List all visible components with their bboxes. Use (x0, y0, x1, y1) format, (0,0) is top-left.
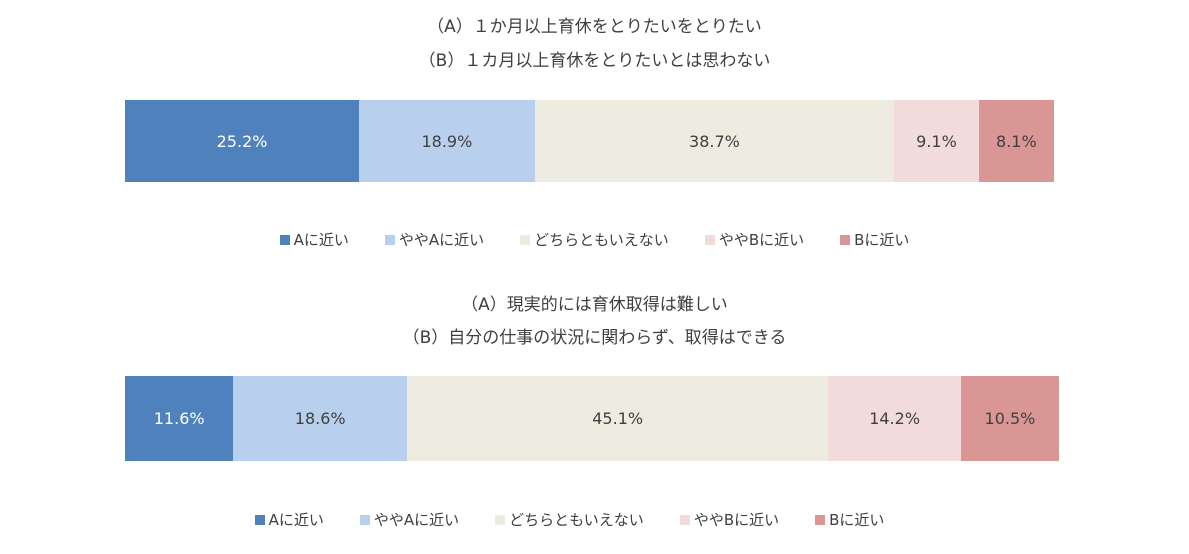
legend-item-slightly-b: ややBに近い (679, 509, 780, 530)
legend-item-slightly-b: ややBに近い (704, 229, 805, 250)
legend-item-slightly-a: ややAに近い (384, 229, 485, 250)
bar-segment-neither: 38.7% (534, 100, 895, 182)
chart1-legend: Aに近い ややAに近い どちらともいえない ややBに近い Bに近い (0, 229, 1189, 250)
bar-segment-b-near: 8.1% (978, 100, 1054, 182)
legend-swatch (840, 234, 851, 245)
legend-label: ややAに近い (373, 511, 460, 529)
data-label: 8.1% (996, 131, 1037, 151)
legend-item-neither: どちらともいえない (520, 229, 669, 250)
chart1-stacked-bar: 25.2% 18.9% 38.7% 9.1% 8.1% (125, 100, 1054, 182)
data-label: 18.6% (294, 409, 346, 428)
legend-item-slightly-a: ややAに近い (359, 509, 460, 530)
legend-swatch (815, 514, 826, 525)
data-label: 14.2% (869, 409, 921, 428)
chart2-title-line1: （A）現実的には育休取得は難しい (461, 295, 728, 315)
legend-label: どちらともいえない (509, 511, 644, 529)
legend-label: Bに近い (829, 511, 885, 529)
legend-swatch (520, 234, 531, 245)
legend-swatch (359, 514, 370, 525)
data-label: 10.5% (984, 409, 1036, 428)
bar-segment-slightly-a: 18.6% (233, 376, 408, 461)
chart1-title-line1: （A）１か月以上育休をとりたいをとりたい (427, 17, 762, 37)
legend-swatch (495, 514, 506, 525)
bar-segment-slightly-b: 14.2% (828, 376, 961, 461)
chart1-title-line2: （B）１カ月以上育休をとりたいとは思わない (418, 51, 771, 71)
legend-item-b-near: Bに近い (840, 229, 909, 250)
legend-label: Aに近い (268, 511, 324, 529)
legend-swatch (679, 514, 690, 525)
bar-segment-b-near: 10.5% (960, 376, 1059, 461)
legend-item-neither: どちらともいえない (495, 509, 644, 530)
chart2-title-line2: （B）自分の仕事の状況に関わらず、取得はできる (402, 328, 787, 348)
legend-swatch (279, 234, 290, 245)
data-label: 18.9% (421, 131, 473, 151)
data-label: 25.2% (216, 131, 268, 151)
chart2-stacked-bar: 11.6% 18.6% 45.1% 14.2% 10.5% (125, 376, 1059, 461)
legend-label: どちらともいえない (534, 231, 669, 249)
data-label: 45.1% (592, 409, 644, 428)
bar-segment-a-near: 25.2% (125, 100, 360, 182)
legend-item-a-near: Aに近い (279, 229, 349, 250)
bar-segment-a-near: 11.6% (125, 376, 234, 461)
legend-item-a-near: Aに近い (254, 509, 324, 530)
bar-segment-slightly-b: 9.1% (894, 100, 979, 182)
bar-segment-neither: 45.1% (407, 376, 829, 461)
legend-swatch (384, 234, 395, 245)
chart2-legend: Aに近い ややAに近い どちらともいえない ややBに近い Bに近い (0, 509, 1164, 530)
legend-label: Aに近い (293, 231, 349, 249)
legend-item-b-near: Bに近い (815, 509, 884, 530)
legend-swatch (704, 234, 715, 245)
legend-swatch (254, 514, 265, 525)
data-label: 38.7% (689, 131, 740, 151)
data-label: 11.6% (153, 409, 205, 428)
data-label: 9.1% (916, 131, 957, 151)
legend-label: ややAに近い (398, 231, 485, 249)
bar-segment-slightly-a: 18.9% (359, 100, 535, 182)
legend-label: Bに近い (854, 231, 910, 249)
legend-label: ややBに近い (718, 231, 805, 249)
legend-label: ややBに近い (693, 511, 780, 529)
